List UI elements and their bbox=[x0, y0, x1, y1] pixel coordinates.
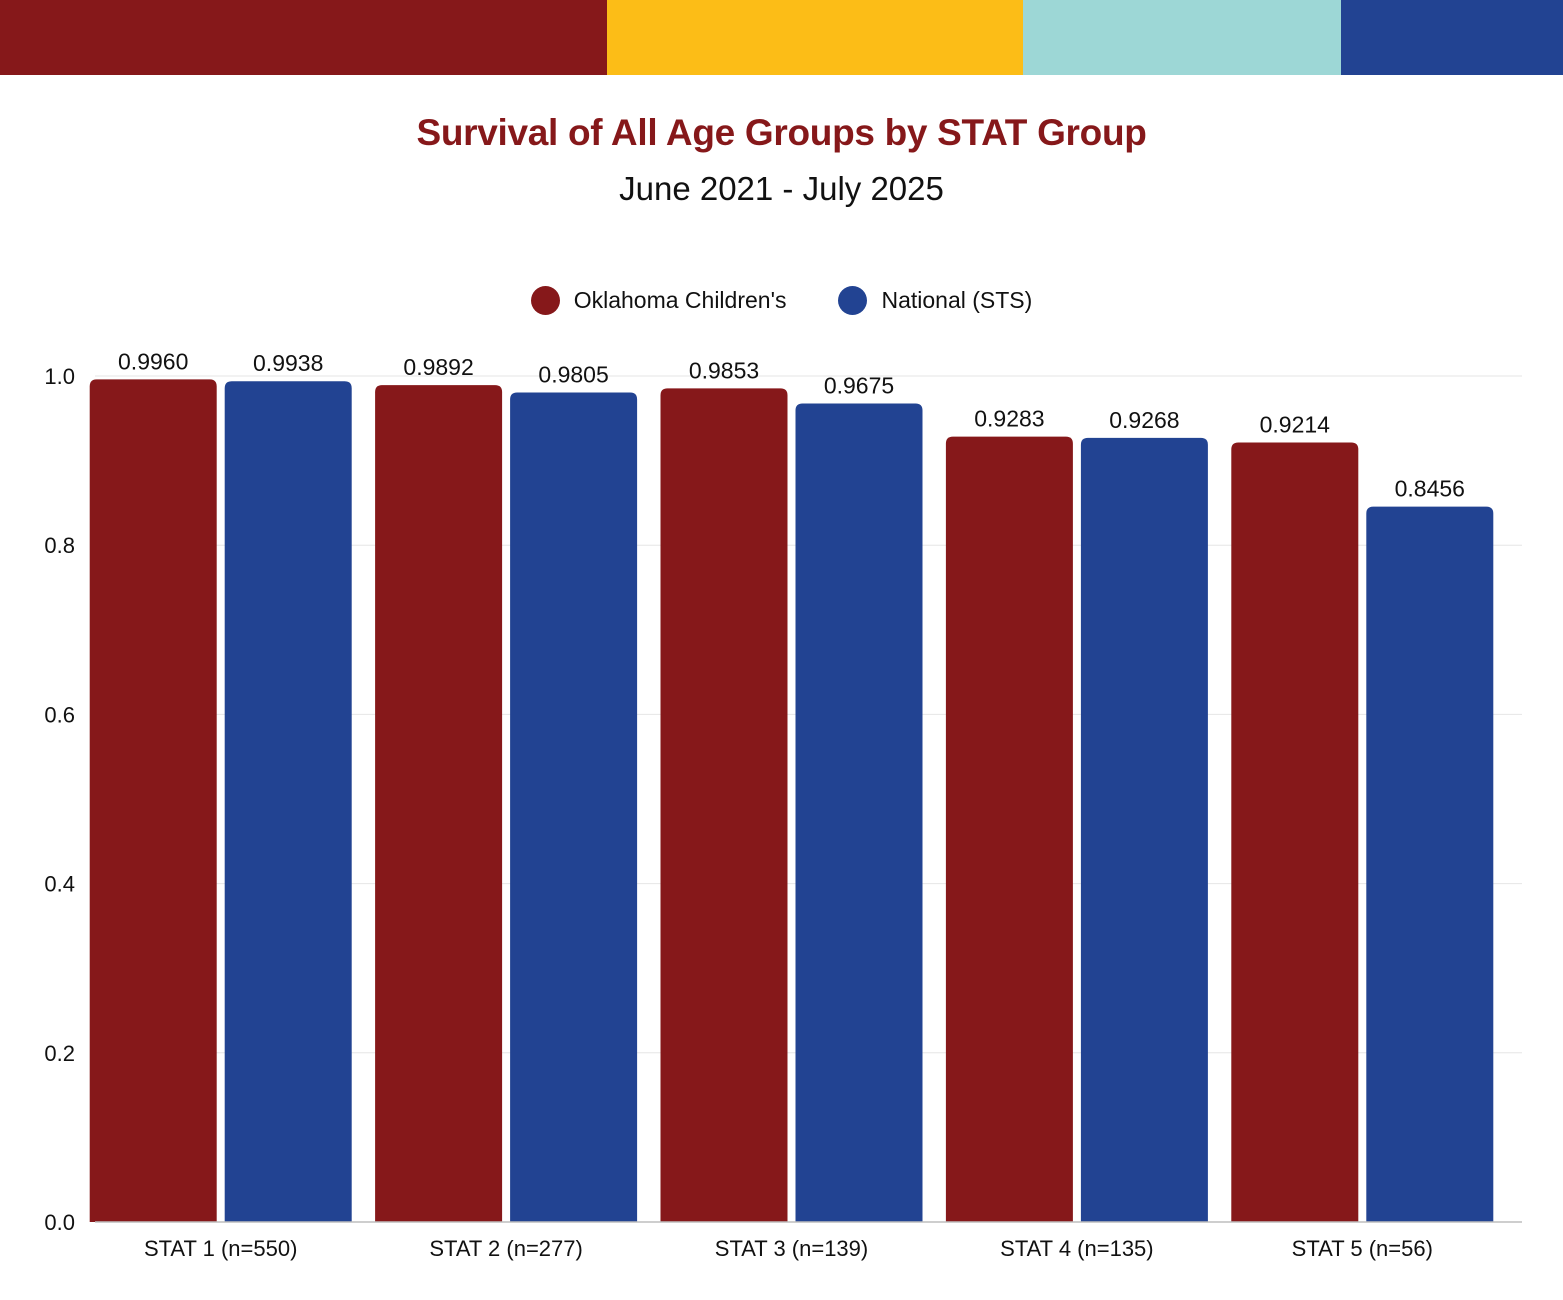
chart-title: Survival of All Age Groups by STAT Group bbox=[416, 112, 1147, 153]
bar-national-sts bbox=[795, 403, 923, 1222]
bar-national-sts bbox=[1080, 437, 1208, 1222]
legend-item-national-sts: National (STS) bbox=[838, 286, 1032, 315]
y-tick-label: 0.6 bbox=[44, 702, 75, 727]
x-tick-label: STAT 1 (n=550) bbox=[144, 1236, 297, 1261]
data-label: 0.9960 bbox=[118, 348, 188, 374]
legend-label: Oklahoma Children's bbox=[573, 287, 787, 313]
x-tick-label: STAT 2 (n=277) bbox=[429, 1236, 582, 1261]
x-tick-label: STAT 4 (n=135) bbox=[1000, 1236, 1153, 1261]
y-tick-label: 0.4 bbox=[44, 872, 75, 897]
bar-national-sts bbox=[224, 381, 352, 1222]
data-label: 0.9853 bbox=[689, 357, 759, 383]
data-label: 0.9892 bbox=[403, 354, 473, 380]
bar-oklahoma-childrens bbox=[945, 436, 1073, 1222]
y-tick-label: 0.8 bbox=[44, 533, 75, 558]
legend: Oklahoma Children's National (STS) bbox=[0, 286, 1563, 315]
data-label: 0.8456 bbox=[1395, 476, 1465, 502]
data-label: 0.9805 bbox=[538, 361, 608, 387]
data-label: 0.9675 bbox=[824, 372, 894, 398]
bar-national-sts bbox=[510, 392, 638, 1222]
bar-oklahoma-childrens bbox=[660, 388, 788, 1223]
chart-subtitle: June 2021 - July 2025 bbox=[619, 170, 944, 207]
data-label: 0.9938 bbox=[253, 350, 323, 376]
stripe-gold bbox=[607, 0, 1024, 75]
bar-oklahoma-childrens bbox=[89, 379, 217, 1222]
data-label: 0.9268 bbox=[1109, 407, 1179, 433]
bar-oklahoma-childrens bbox=[1231, 442, 1359, 1222]
legend-label: National (STS) bbox=[881, 287, 1033, 313]
stripe-crimson bbox=[0, 0, 608, 75]
legend-swatch-national-sts bbox=[838, 286, 868, 315]
stripe-navy bbox=[1340, 0, 1563, 75]
x-tick-label: STAT 3 (n=139) bbox=[715, 1236, 868, 1261]
bar-oklahoma-childrens bbox=[375, 385, 503, 1222]
legend-swatch-oklahoma-childrens bbox=[530, 286, 560, 315]
data-label: 0.9283 bbox=[974, 406, 1044, 432]
x-tick-label: STAT 5 (n=56) bbox=[1292, 1236, 1433, 1261]
y-tick-label: 1.0 bbox=[44, 364, 75, 389]
bar-national-sts bbox=[1366, 506, 1494, 1222]
y-tick-label: 0.2 bbox=[44, 1041, 75, 1066]
y-tick-label: 0.0 bbox=[44, 1210, 75, 1235]
stripe-teal bbox=[1022, 0, 1342, 75]
legend-item-oklahoma-childrens: Oklahoma Children's bbox=[530, 286, 787, 315]
data-label: 0.9214 bbox=[1260, 411, 1331, 437]
